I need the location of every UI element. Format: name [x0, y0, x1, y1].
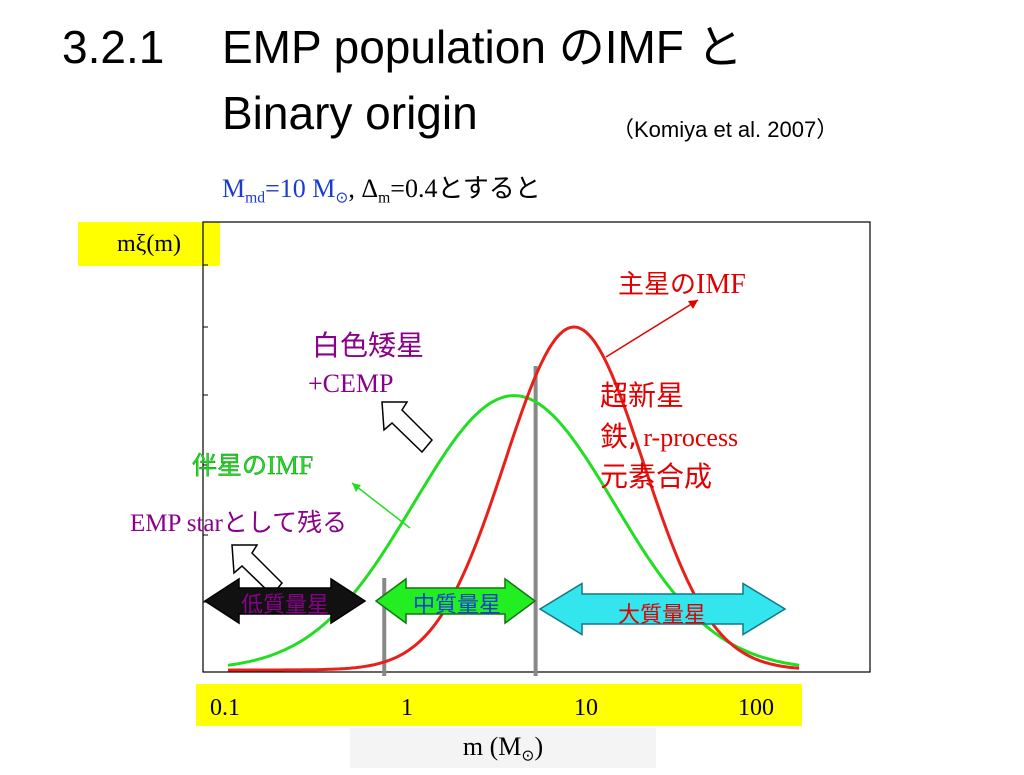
x-tick-label-2: 10: [574, 695, 598, 721]
x-axis-title-m: m (M: [462, 732, 522, 761]
x-axis-ticks-box: [196, 684, 802, 726]
condition-jp: とすると: [437, 174, 541, 204]
high-mass-label: 大質量星: [618, 603, 706, 628]
low-mass-label: 低質量星: [241, 593, 329, 618]
condition-m-sub: m: [378, 189, 391, 207]
nucleosynthesis-label: 元素合成: [600, 460, 712, 493]
x-axis-title-close: ): [534, 732, 544, 761]
primary-imf-pointer-head: [688, 300, 698, 309]
companion-imf-label-suffix: IMF: [267, 451, 313, 480]
condition-text: Mmd=10 M⊙, Δm=0.4とすると: [222, 168, 541, 207]
condition-m: M: [222, 174, 246, 203]
slide-title-line2: Binary origin: [222, 87, 478, 139]
condition-sun: ⊙: [335, 189, 349, 207]
iron-rprocess-label: 鉄, r-process: [600, 420, 738, 453]
white-dwarf-arrow: [381, 401, 434, 454]
x-tick-label-3: 100: [738, 695, 774, 721]
low-mass-arrow: [203, 577, 367, 625]
emp-star-label: EMP starとして残る: [130, 508, 347, 537]
slide-title-line1: EMP population のIMF と: [222, 21, 743, 73]
x-tick-label-1: 1: [401, 695, 413, 721]
companion-imf-pointer-head: [352, 483, 361, 492]
high-mass-arrow: [538, 582, 787, 636]
slide-title-number: 3.2.1: [62, 21, 165, 73]
mid-mass-arrow: [374, 577, 537, 625]
y-axis-label: mξ(m): [78, 222, 220, 266]
condition-delta: , Δ: [348, 174, 379, 203]
condition-eq: =10 M: [265, 174, 336, 203]
x-tick-label-0: 0.1: [210, 695, 240, 721]
mid-mass-label: 中質量星: [413, 593, 501, 618]
citation: （Komiya et al. 2007）: [612, 117, 839, 142]
primary-imf-pointer: [605, 299, 699, 358]
y-axis-label-text: mξ(m): [116, 231, 182, 257]
iron-label: 鉄,: [600, 420, 637, 453]
emp-star-label-en: EMP star: [130, 510, 223, 537]
x-axis-title-sun: ⊙: [521, 747, 535, 765]
companion-imf-pointer: [351, 482, 411, 529]
condition-tail: =0.4: [390, 174, 438, 203]
primary-imf-label: 主星のIMF: [618, 269, 746, 300]
white-dwarf-label: 白色矮星: [312, 329, 424, 362]
emp-star-label-jp: として残る: [223, 508, 347, 537]
rprocess-label: r-process: [637, 423, 738, 452]
companion-imf-label: 伴星のIMF: [192, 451, 313, 480]
primary-imf-label-prefix: 主星の: [618, 270, 696, 300]
cemp-label: +CEMP: [308, 369, 393, 398]
companion-imf-label-prefix: 伴星の: [192, 451, 267, 480]
x-axis-title: m (M⊙): [350, 728, 656, 768]
supernova-label: 超新星: [600, 379, 684, 412]
primary-imf-label-suffix: IMF: [696, 269, 746, 300]
condition-md-sub: md: [245, 189, 266, 207]
